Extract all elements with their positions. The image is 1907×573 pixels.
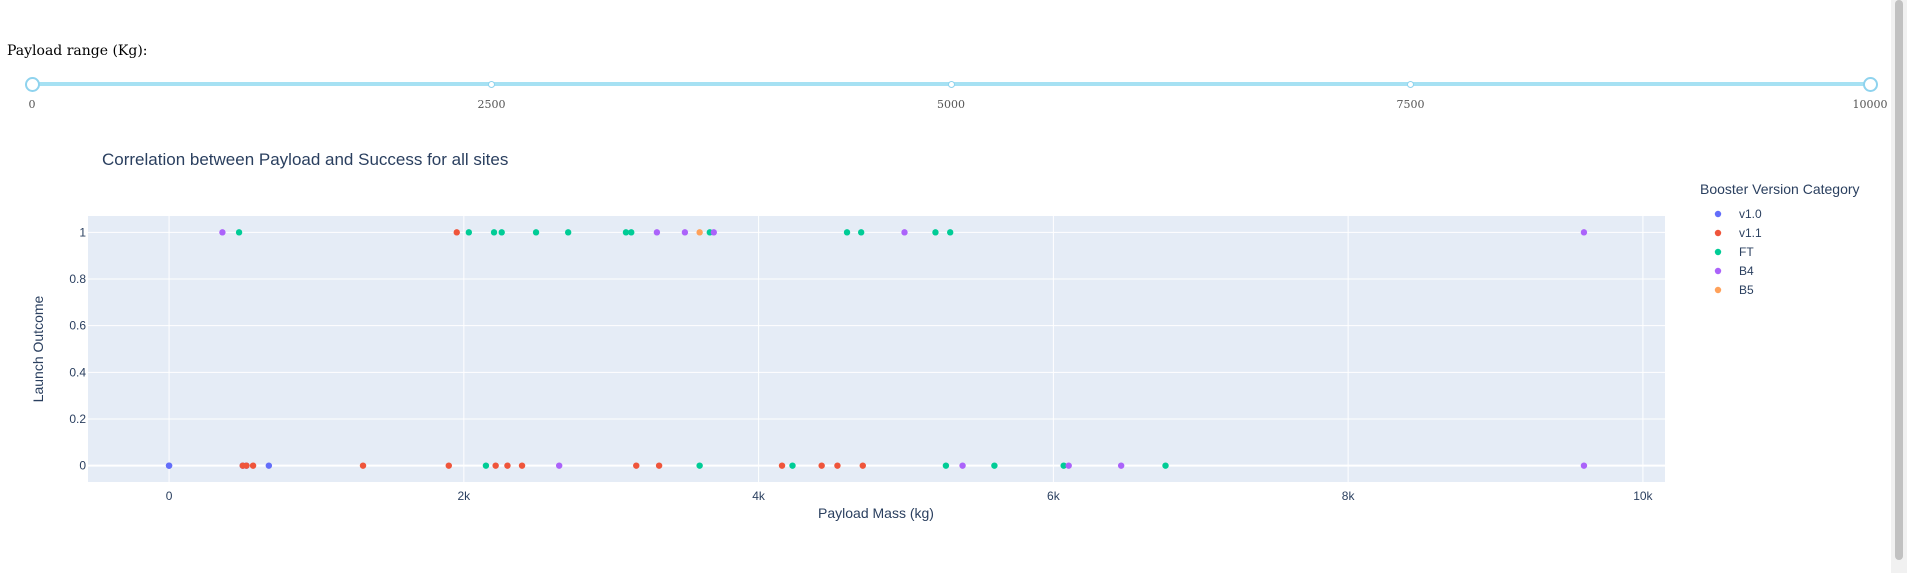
data-point-ft (628, 229, 635, 236)
data-point-b4 (1580, 462, 1588, 469)
data-point-b4 (901, 229, 908, 236)
legend-marker (1714, 248, 1722, 256)
data-point-ft (843, 229, 851, 236)
data-point-ft (1162, 462, 1169, 469)
data-point-v1-1 (859, 462, 866, 469)
slider-handle-low[interactable] (24, 77, 40, 92)
x-tick-label: 10k (1633, 489, 1653, 503)
legend-marker (1714, 267, 1722, 275)
x-tick-label: 0 (166, 489, 173, 503)
data-point-b4 (710, 229, 717, 236)
chart-title: Correlation between Payload and Success … (102, 150, 508, 169)
data-point-ft (482, 462, 490, 469)
data-point-v1-0 (165, 462, 173, 469)
data-point-ft (235, 229, 243, 236)
payload-range-slider[interactable]: 0 2500 5000 7500 10000 (24, 74, 1888, 111)
slider-mark-label: 7500 (1396, 98, 1425, 111)
data-point-ft (564, 229, 572, 236)
data-point-ft (696, 462, 703, 469)
data-point-v1-1 (445, 462, 452, 469)
slider-mark-dot[interactable] (1407, 81, 1414, 88)
scrollbar-thumb[interactable] (1895, 0, 1903, 560)
y-tick-label: 1 (79, 225, 86, 239)
data-point-ft (932, 229, 939, 236)
slider-mark-dot[interactable] (488, 81, 495, 88)
data-point-v1-1 (834, 462, 841, 469)
payload-range-label: Payload range (Kg): (7, 43, 148, 59)
x-tick-label: 8k (1342, 489, 1356, 503)
data-point-ft (942, 462, 950, 469)
data-point-v1-1 (504, 462, 511, 469)
data-point-v1-1 (453, 229, 460, 236)
data-point-v1-0 (265, 462, 273, 469)
vertical-scrollbar[interactable] (1891, 0, 1907, 573)
y-axis-ticks: 0 0.2 0.4 0.6 0.8 1 (69, 225, 86, 472)
data-point-v1-1 (518, 462, 526, 469)
x-axis-title: Payload Mass (kg) (818, 505, 934, 521)
legend-title: Booster Version Category (1700, 181, 1860, 197)
x-tick-label: 6k (1047, 489, 1061, 503)
legend-marker (1714, 229, 1722, 237)
data-point-v1-1 (249, 462, 257, 469)
x-tick-label: 4k (752, 489, 766, 503)
slider-mark-label: 10000 (1852, 98, 1888, 111)
data-point-b4 (1117, 462, 1125, 469)
data-point-ft (1060, 462, 1067, 469)
y-tick-label: 0.4 (69, 365, 86, 379)
data-point-b4 (1065, 462, 1072, 469)
data-point-v1-1 (492, 462, 499, 469)
data-point-b4 (555, 462, 563, 469)
y-axis-title: Launch Outcome (30, 295, 46, 402)
data-points (165, 229, 1588, 469)
data-point-v1-1 (359, 462, 367, 469)
legend-item-label: v1.0 (1739, 207, 1762, 221)
scatter-chart: Correlation between Payload and Success … (30, 150, 1860, 521)
data-point-v1-1 (633, 462, 640, 469)
data-point-b4 (1580, 229, 1588, 236)
data-point-v1-1 (778, 462, 786, 469)
data-point-b4 (959, 462, 966, 469)
legend-item-label: FT (1739, 245, 1754, 259)
slider-handle-high[interactable] (1862, 77, 1878, 92)
data-point-b4 (653, 229, 661, 236)
grid-lines (88, 216, 1665, 482)
data-point-ft (498, 229, 505, 236)
data-point-v1-1 (655, 462, 663, 469)
slider-mark-dot[interactable] (947, 81, 955, 88)
y-tick-label: 0.8 (69, 272, 86, 286)
data-point-ft (490, 229, 498, 236)
y-tick-label: 0.2 (69, 412, 86, 426)
y-tick-label: 0 (79, 459, 86, 473)
data-point-ft (857, 229, 865, 236)
slider-mark-label: 2500 (477, 98, 506, 111)
x-tick-label: 2k (457, 489, 471, 503)
legend-marker (1714, 286, 1722, 294)
data-point-ft (532, 229, 540, 236)
legend-item-label: v1.1 (1739, 226, 1762, 240)
data-point-ft (622, 229, 630, 236)
legend: Booster Version Category v1.0 v1.1 FT B4 B5 (1700, 181, 1860, 297)
data-point-b5 (696, 229, 703, 236)
data-point-ft (991, 462, 998, 469)
x-axis-ticks: 0 2k 4k 6k 8k 10k (166, 489, 1654, 503)
data-point-ft (946, 229, 954, 236)
data-point-v1-1 (818, 462, 825, 469)
legend-item-label: B4 (1739, 264, 1754, 278)
data-point-b4 (681, 229, 689, 236)
legend-marker (1714, 210, 1722, 218)
data-point-b4 (219, 229, 226, 236)
data-point-ft (465, 229, 473, 236)
data-point-ft (789, 462, 796, 469)
slider-mark-label: 5000 (937, 98, 965, 111)
y-tick-label: 0.6 (69, 319, 86, 333)
legend-item-label: B5 (1739, 283, 1754, 297)
slider-mark-label: 0 (28, 98, 36, 111)
data-point-v1-1 (243, 462, 250, 469)
plot-area[interactable] (88, 216, 1665, 482)
